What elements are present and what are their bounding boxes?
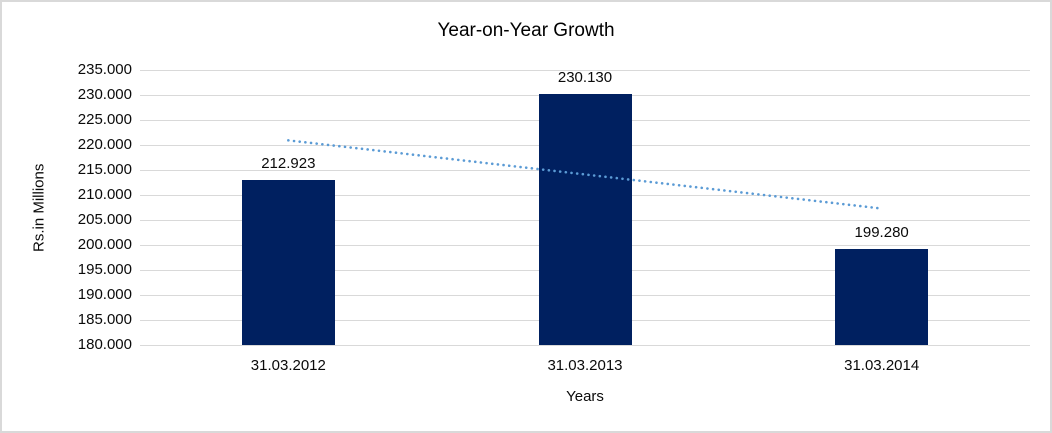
bar-value-label: 230.130 xyxy=(557,69,613,87)
y-axis-tick-label: 180.000 xyxy=(77,336,132,353)
y-axis-tick-label: 210.000 xyxy=(77,186,132,203)
gridline xyxy=(140,345,1030,346)
bar xyxy=(241,180,335,345)
y-axis-tick-label: 200.000 xyxy=(77,236,132,253)
y-axis-tick-label: 190.000 xyxy=(77,286,132,303)
chart-title: Year-on-Year Growth xyxy=(437,20,615,41)
y-axis-tick-label: 225.000 xyxy=(77,111,132,128)
gridline xyxy=(140,70,1030,71)
y-axis-tick-label: 215.000 xyxy=(77,161,132,178)
y-axis-tick-label: 185.000 xyxy=(77,311,132,328)
y-axis-tick-label: 205.000 xyxy=(77,211,132,228)
y-axis-tick-label: 235.000 xyxy=(77,61,132,78)
y-axis-tick-label: 195.000 xyxy=(77,261,132,278)
bar-value-label: 212.923 xyxy=(261,155,316,173)
plot-area: 180.000 185.000 190.000 195.000 200.000 205.0… xyxy=(78,61,1030,374)
x-axis-tick-label: 31.03.2013 xyxy=(547,357,623,374)
x-axis-tick-label: 31.03.2014 xyxy=(844,357,920,374)
y-axis-tick-label: 220.000 xyxy=(77,136,132,153)
y-axis-tick-label: 230.000 xyxy=(77,86,132,103)
bar xyxy=(835,248,929,345)
bar-value-label: 199.280 xyxy=(854,223,909,241)
bar xyxy=(538,94,632,345)
x-axis-title: Years xyxy=(566,388,604,405)
x-axis-tick-label: 31.03.2012 xyxy=(250,357,326,374)
